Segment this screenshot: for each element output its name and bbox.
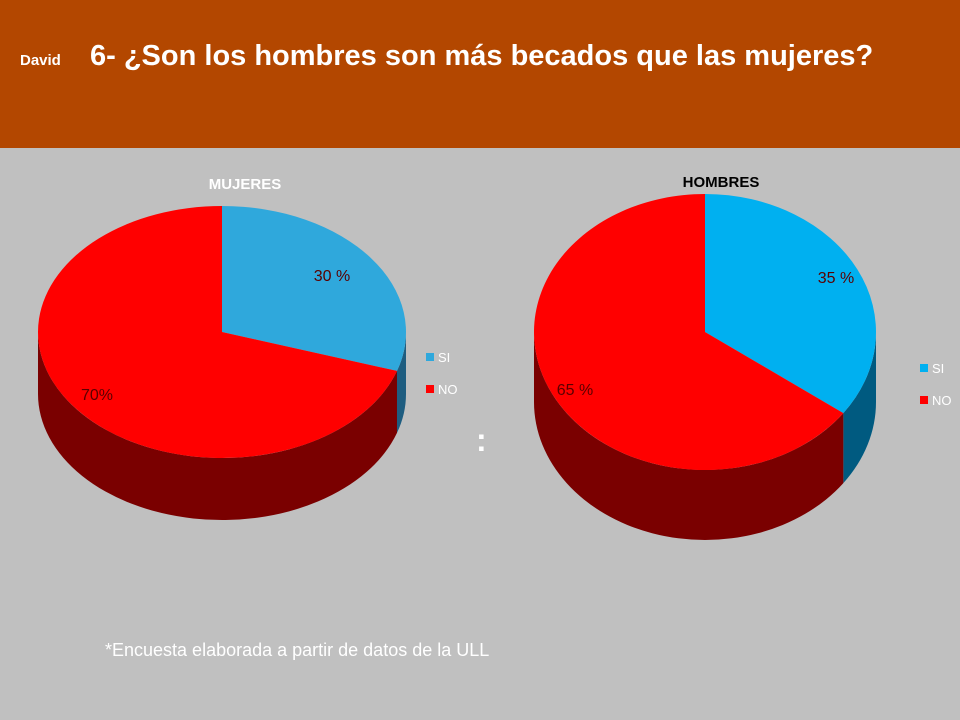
pie-side-si <box>396 332 406 433</box>
pie-slice-si <box>222 206 406 371</box>
slice-label-no: 70% <box>81 387 113 404</box>
slice-label-si: 30 % <box>314 268 350 285</box>
legend: SI NO <box>426 350 458 397</box>
legend-swatch-si <box>426 353 434 361</box>
pie-chart-mujeres: MUJERES 30 % 70% SI NO <box>37 176 458 520</box>
pie-side-no <box>534 332 844 541</box>
chart-title: MUJERES <box>209 176 282 193</box>
pie-slice-no <box>534 194 844 470</box>
slice-label-si: 35 % <box>818 270 854 287</box>
legend-label-si: SI <box>932 361 944 376</box>
legend-swatch-no <box>426 385 434 393</box>
legend: SI NO <box>920 361 952 408</box>
separator-text: : <box>476 422 487 458</box>
pie-side-si <box>843 332 876 484</box>
chart-title: HOMBRES <box>683 174 760 191</box>
title-banner: David 6- ¿Son los hombres son más becado… <box>0 0 960 148</box>
pie-side-no <box>38 332 397 520</box>
pie-slice-no <box>37 206 397 458</box>
pie-chart-hombres: HOMBRES 35 % 65 % SI NO <box>534 174 952 541</box>
page-title: 6- ¿Son los hombres son más becados que … <box>90 40 874 72</box>
footnote: *Encuesta elaborada a partir de datos de… <box>105 640 490 660</box>
legend-label-no: NO <box>438 382 458 397</box>
pie-slice-si <box>705 194 876 414</box>
author-label: David <box>20 52 61 69</box>
legend-swatch-no <box>920 396 928 404</box>
legend-swatch-si <box>920 364 928 372</box>
legend-label-no: NO <box>932 393 952 408</box>
legend-label-si: SI <box>438 350 450 365</box>
slice-label-no: 65 % <box>557 382 593 399</box>
